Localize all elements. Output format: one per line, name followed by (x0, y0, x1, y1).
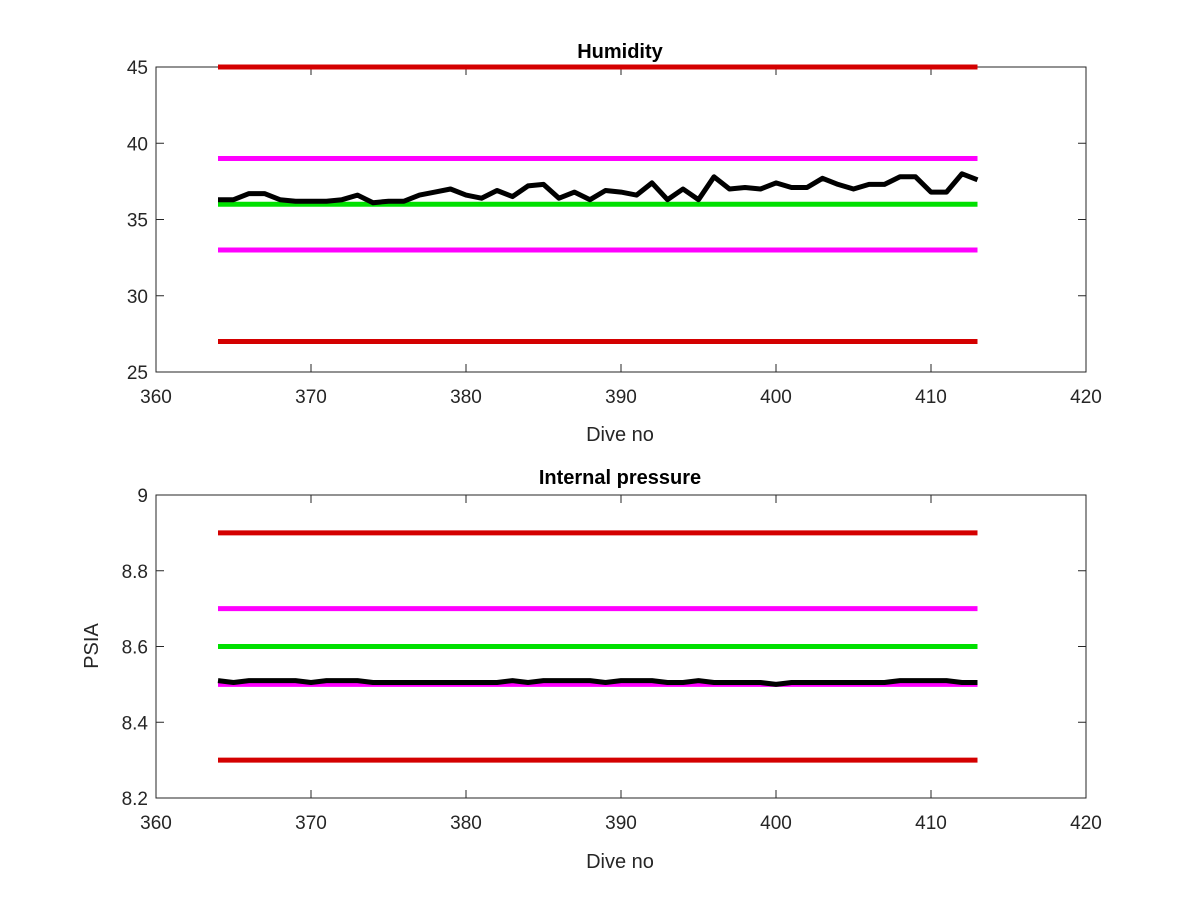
y-tick-label: 30 (127, 287, 148, 308)
y-tick-label: 8.4 (122, 713, 149, 734)
chart-title: Internal pressure (539, 467, 701, 489)
x-tick-label: 380 (450, 813, 482, 834)
y-tick-label: 8.8 (122, 562, 148, 583)
humidity-panel: Humidity Dive no 360 370 380 390 400 410 420 25… (127, 41, 1102, 446)
axes-box (155, 66, 1087, 373)
x-tick-label: 370 (295, 813, 327, 834)
y-tick-label: 8.2 (122, 789, 148, 810)
x-tick-label: 400 (760, 387, 792, 408)
y-tick-label: 40 (127, 134, 148, 155)
x-tick-label: 410 (915, 813, 947, 834)
y-tick-label: 35 (127, 211, 148, 232)
x-tick-label: 400 (760, 813, 792, 834)
y-tick-label: 9 (137, 486, 148, 507)
x-axis-label: Dive no (586, 851, 654, 873)
x-tick-label: 410 (915, 387, 947, 408)
x-tick-label: 380 (450, 387, 482, 408)
x-tick-label: 420 (1070, 813, 1102, 834)
y-tick-label: 8.6 (122, 638, 148, 659)
data-series-line (218, 171, 979, 206)
y-tick-label: 45 (127, 58, 148, 79)
x-tick-label: 360 (140, 387, 172, 408)
x-tick-label: 390 (605, 813, 637, 834)
chart-title: Humidity (577, 41, 663, 63)
internal-pressure-panel: Internal pressure Dive no PSIA 360 370 380… (81, 467, 1102, 873)
y-tick-label: 25 (127, 363, 148, 384)
x-tick-label: 390 (605, 387, 637, 408)
x-tick-label: 420 (1070, 387, 1102, 408)
x-tick-label: 360 (140, 813, 172, 834)
x-tick-label: 370 (295, 387, 327, 408)
y-axis-label: PSIA (81, 623, 103, 669)
data-series-line (217, 678, 978, 687)
x-axis-label: Dive no (586, 424, 654, 446)
